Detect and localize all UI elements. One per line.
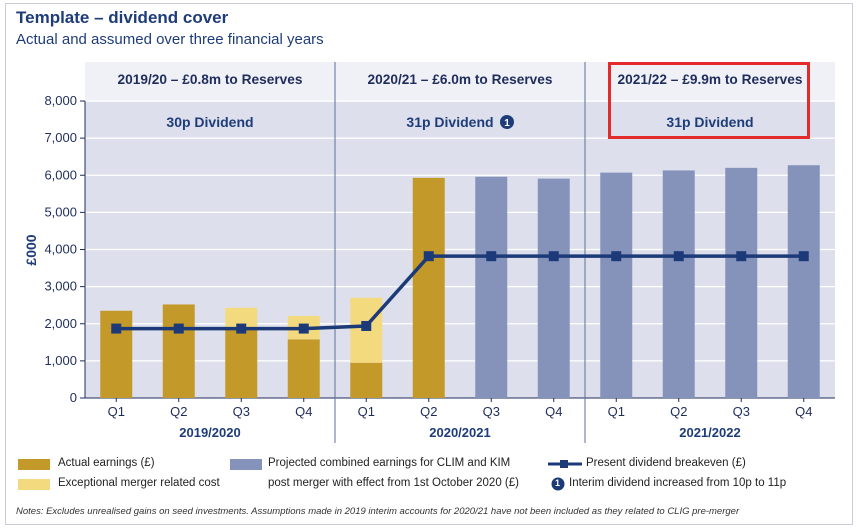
x-tick-label: Q3 [733, 404, 750, 419]
period-label: 2019/20 – £0.8m to Reserves [118, 71, 303, 87]
legend-label-projected-2: post merger with effect from 1st October… [268, 477, 519, 489]
chart-subtitle: Actual and assumed over three financial … [16, 31, 324, 48]
bar-projected [600, 172, 633, 398]
y-tick-label: 1,000 [44, 353, 77, 368]
x-tick-label: Q2 [170, 404, 187, 419]
legend-interim-marker-number: 1 [555, 478, 561, 488]
legend-label-exceptional: Exceptional merger related cost [58, 477, 220, 489]
year-label: 2019/2020 [179, 425, 240, 440]
bar-actual [225, 328, 258, 398]
breakeven-point [548, 251, 559, 262]
y-tick-label: 4,000 [44, 242, 77, 257]
breakeven-point [673, 251, 684, 262]
x-tick-label: Q3 [483, 404, 500, 419]
breakeven-point [423, 251, 434, 262]
chart-notes: Notes: Excludes unrealised gains on seed… [16, 506, 740, 517]
breakeven-point [298, 323, 309, 334]
y-tick-label: 8,000 [44, 93, 77, 108]
legend-label-interim: Interim dividend increased from 10p to 1… [569, 477, 787, 489]
x-tick-label: Q4 [295, 404, 312, 419]
breakeven-point [173, 323, 184, 334]
legend-swatch-actual [18, 459, 50, 470]
period-label: 2021/22 – £9.9m to Reserves [618, 71, 803, 87]
period-dividend-label: 30p Dividend [166, 114, 253, 130]
interim-dividend-marker-icon [500, 115, 514, 129]
bar-actual [350, 362, 383, 398]
breakeven-point [486, 251, 497, 262]
x-tick-label: Q2 [670, 404, 687, 419]
breakeven-point [111, 323, 122, 334]
breakeven-point [736, 251, 747, 262]
bar-actual [162, 304, 195, 398]
x-tick-label: Q4 [545, 404, 562, 419]
legend-label-projected-1: Projected combined earnings for CLIM and… [268, 457, 511, 469]
x-tick-label: Q1 [608, 404, 625, 419]
highlight-box-2021-22 [608, 62, 810, 139]
year-label: 2021/2022 [679, 425, 740, 440]
breakeven-point [611, 251, 622, 262]
bar-projected [537, 178, 570, 398]
legend-swatch-projected [230, 459, 262, 470]
y-axis-label: £000 [23, 234, 39, 265]
bar-projected [787, 165, 820, 398]
period-dividend-label: 31p Dividend [406, 114, 493, 130]
plot-background [85, 62, 835, 398]
chart-title: Template – dividend cover [16, 8, 229, 27]
breakeven-point [798, 251, 809, 262]
y-tick-label: 6,000 [44, 167, 77, 182]
bar-actual [412, 177, 445, 398]
bar-projected [725, 167, 758, 398]
bar-projected [475, 176, 508, 398]
period-header-band [85, 62, 835, 100]
bar-actual [287, 339, 320, 398]
y-tick-label: 5,000 [44, 204, 77, 219]
period-label: 2020/21 – £6.0m to Reserves [368, 71, 553, 87]
breakeven-point [361, 320, 372, 331]
breakeven-point [236, 323, 247, 334]
breakeven-line [116, 254, 804, 331]
x-tick-label: Q1 [358, 404, 375, 419]
bar-projected [662, 170, 695, 398]
legend-label-actual: Actual earnings (£) [58, 457, 155, 469]
x-tick-label: Q2 [420, 404, 437, 419]
year-label: 2020/2021 [429, 425, 490, 440]
y-tick-label: 7,000 [44, 130, 77, 145]
x-tick-label: Q1 [108, 404, 125, 419]
period-dividend-label: 31p Dividend [666, 114, 753, 130]
bar-exceptional [225, 307, 258, 329]
x-tick-label: Q4 [795, 404, 812, 419]
legend-swatch-exceptional [18, 479, 50, 490]
x-tick-label: Q3 [233, 404, 250, 419]
interim-dividend-marker-number: 1 [504, 118, 510, 129]
y-tick-label: 2,000 [44, 316, 77, 331]
legend-label-breakeven: Present dividend breakeven (£) [586, 457, 746, 469]
y-tick-label: 3,000 [44, 279, 77, 294]
y-tick-label: 0 [70, 390, 77, 405]
